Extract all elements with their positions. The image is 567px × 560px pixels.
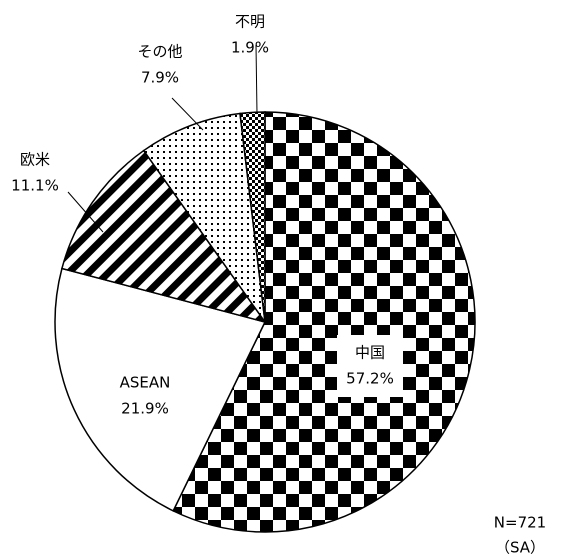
slice-label: ASEAN — [120, 374, 171, 392]
value-label: 57.2% — [346, 370, 394, 388]
pie-slice — [61, 149, 267, 324]
pie-slice — [54, 267, 267, 512]
label-box — [337, 335, 403, 397]
pie-slice — [239, 111, 266, 323]
slice-label: 欧米 — [20, 151, 50, 169]
leader-line — [171, 97, 204, 131]
leader-line — [255, 44, 258, 115]
slice-label: 中国 — [355, 344, 385, 362]
leader-line — [67, 191, 104, 233]
slice-label: その他 — [137, 43, 182, 61]
annotation: N=721 — [494, 514, 546, 532]
value-label: 11.1% — [11, 177, 59, 195]
pie-slice — [142, 112, 266, 323]
annotation: （SA） — [495, 539, 545, 557]
value-label: 7.9% — [141, 69, 179, 87]
pie-slice — [172, 111, 476, 533]
value-label: 21.9% — [121, 400, 169, 418]
value-label: 1.9% — [231, 39, 269, 57]
slice-label: 不明 — [235, 13, 265, 31]
